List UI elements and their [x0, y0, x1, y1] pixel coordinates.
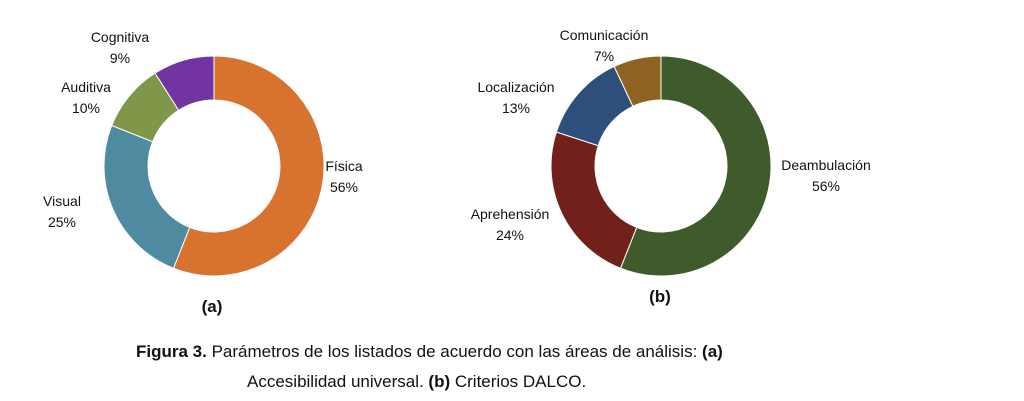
slice-visual-label: Visual: [43, 193, 81, 209]
slice-aprehension: [550, 131, 638, 269]
panel-label-a: (a): [202, 297, 223, 316]
slice-localizacion-value: 13%: [502, 100, 530, 116]
slice-aprehension-value: 24%: [496, 227, 524, 243]
slice-fisica-value: 56%: [330, 179, 358, 195]
slice-comunicacion-label: Comunicación: [560, 27, 649, 43]
slice-fisica-label: Física: [325, 158, 363, 174]
slice-deambulacion-label: Deambulación: [781, 157, 871, 173]
caption-text-2a: Accesibilidad universal.: [247, 372, 429, 391]
slice-auditiva-value: 10%: [72, 100, 100, 116]
slice-comunicacion-value: 7%: [594, 48, 614, 64]
caption-text-2b: Criterios DALCO.: [450, 372, 587, 391]
donut-chart-a: Física 56% Visual 25% Auditiva 10% Cognitiva 9%…: [43, 29, 363, 316]
slice-deambulacion-value: 56%: [812, 178, 840, 194]
figure-label: Figura 3.: [136, 342, 207, 361]
donut-chart-b: Deambulación 56% Aprehensión 24% Localizació…: [471, 27, 871, 306]
slice-localizacion-label: Localización: [477, 79, 554, 95]
slice-fisica: [172, 55, 325, 277]
slice-cognitiva-value: 9%: [110, 50, 130, 66]
slice-deambulacion: [619, 55, 772, 277]
caption-text-1: Parámetros de los listados de acuerdo co…: [206, 342, 703, 361]
slice-comunicacion: [613, 55, 662, 107]
caption-tag-a: (a): [702, 342, 723, 361]
figure-caption-line-1: Figura 3. Parámetros de los listados de …: [0, 342, 1024, 362]
caption-tag-b: (b): [428, 372, 451, 391]
figure-caption-line-2: Accesibilidad universal. (b) Criterios D…: [0, 372, 1024, 392]
slice-cognitiva-label: Cognitiva: [91, 29, 150, 45]
slice-auditiva-label: Auditiva: [61, 79, 111, 95]
slice-cognitiva: [154, 55, 215, 111]
slice-aprehension-label: Aprehensión: [471, 206, 550, 222]
slice-visual-value: 25%: [48, 214, 76, 230]
panel-label-b: (b): [649, 287, 671, 306]
slice-visual: [103, 124, 191, 269]
